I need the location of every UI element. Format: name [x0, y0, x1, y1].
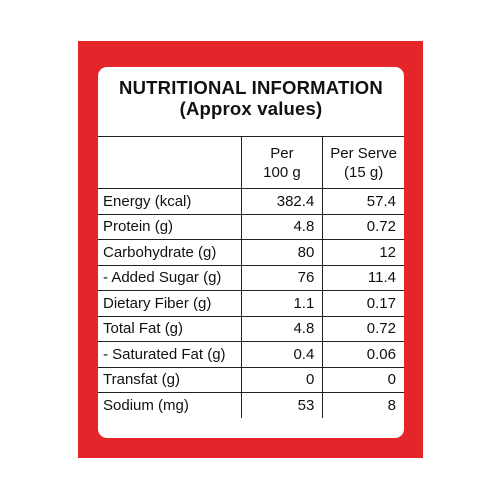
- title-line-2: (Approx values): [179, 98, 323, 119]
- header-per-100g-line1: Per: [270, 144, 294, 162]
- table-row: Energy (kcal) 382.4 57.4: [98, 188, 404, 215]
- header-per-100g-line2: 100 g: [263, 163, 301, 181]
- nutrient-name: Carbohydrate (g): [98, 239, 242, 266]
- value-per-serve: 57.4: [322, 188, 404, 215]
- nutrient-name: - Added Sugar (g): [98, 264, 242, 291]
- table-header-row: Per 100 g Per Serve (15 g): [98, 136, 404, 189]
- table-row: - Saturated Fat (g) 0.4 0.06: [98, 341, 404, 368]
- value-per-serve: 8: [322, 392, 404, 418]
- value-per-serve: 0.72: [322, 315, 404, 342]
- label-title: NUTRITIONAL INFORMATION (Approx values): [98, 77, 404, 119]
- nutrition-table: Per 100 g Per Serve (15 g) Energy (kcal)…: [98, 136, 404, 418]
- value-per-serve: 0.06: [322, 341, 404, 368]
- header-nutrient: [98, 136, 242, 189]
- header-per-serve-line1: Per Serve: [330, 144, 397, 162]
- table-row: Sodium (mg) 53 8: [98, 392, 404, 418]
- nutrient-name: - Saturated Fat (g): [98, 341, 242, 368]
- value-per-100g: 1.1: [240, 290, 324, 317]
- value-per-100g: 80: [240, 239, 324, 266]
- table-row: Protein (g) 4.8 0.72: [98, 213, 404, 240]
- value-per-100g: 4.8: [240, 315, 324, 342]
- nutrient-name: Protein (g): [98, 213, 242, 240]
- title-line-1: NUTRITIONAL INFORMATION: [119, 77, 383, 98]
- value-per-100g: 76: [240, 264, 324, 291]
- value-per-100g: 0.4: [240, 341, 324, 368]
- value-per-100g: 382.4: [240, 188, 324, 215]
- value-per-100g: 4.8: [240, 213, 324, 240]
- header-per-100g: Per 100 g: [240, 136, 324, 189]
- value-per-serve: 11.4: [322, 264, 404, 291]
- table-row: Total Fat (g) 4.8 0.72: [98, 315, 404, 342]
- table-row: Dietary Fiber (g) 1.1 0.17: [98, 290, 404, 317]
- nutrient-name: Dietary Fiber (g): [98, 290, 242, 317]
- nutrient-name: Transfat (g): [98, 366, 242, 393]
- table-row: Transfat (g) 0 0: [98, 366, 404, 393]
- value-per-serve: 0.17: [322, 290, 404, 317]
- header-per-serve-line2: (15 g): [344, 163, 384, 181]
- nutrition-label-card: NUTRITIONAL INFORMATION (Approx values) …: [98, 67, 404, 438]
- value-per-serve: 0: [322, 366, 404, 393]
- nutrient-name: Energy (kcal): [98, 188, 242, 215]
- nutrient-name: Sodium (mg): [98, 392, 242, 418]
- value-per-serve: 12: [322, 239, 404, 266]
- value-per-100g: 0: [240, 366, 324, 393]
- table-row: Carbohydrate (g) 80 12: [98, 239, 404, 266]
- nutrient-name: Total Fat (g): [98, 315, 242, 342]
- header-per-serve: Per Serve (15 g): [322, 136, 404, 189]
- table-row: - Added Sugar (g) 76 11.4: [98, 264, 404, 291]
- value-per-100g: 53: [240, 392, 324, 418]
- value-per-serve: 0.72: [322, 213, 404, 240]
